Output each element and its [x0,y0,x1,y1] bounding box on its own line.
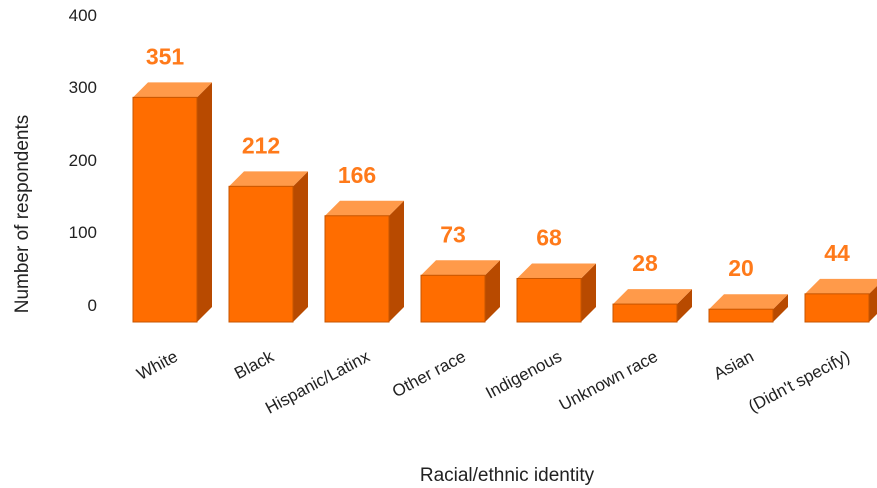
bar: 28 [612,250,692,323]
y-tick-label: 200 [69,151,97,170]
bar: 44 [804,240,877,323]
bar-value-label: 20 [728,255,754,281]
x-category-label: Black [231,347,277,384]
bar-side [677,289,692,322]
bar: 351 [132,43,212,323]
bar-value-label: 351 [146,43,185,69]
bar-top [325,200,404,216]
bar-front [612,303,678,323]
bar-front [516,277,582,323]
x-category-label: Hispanic/Latinx [262,347,373,418]
bar-side [581,263,596,322]
bar: 68 [516,224,596,323]
bar-value-label: 166 [338,162,376,188]
x-category-label: Indigenous [483,347,565,403]
bar: 212 [228,132,308,323]
bar-front [324,215,390,323]
bar-value-label: 44 [824,240,850,266]
bar-value-label: 68 [536,224,562,250]
x-category-label: Other race [389,347,469,401]
x-category-label: Asian [710,347,756,384]
bar-top [421,260,500,276]
bar-side [869,285,877,322]
y-axis-ticks: 0 100 200 300 400 [69,6,97,315]
bar-front [420,274,486,323]
bar-value-label: 28 [632,250,658,276]
bar-top [517,263,596,279]
bar-side [197,82,212,322]
bar-side [773,294,788,322]
bar-series: 351 212 166 73 68 28 20 44 [132,43,877,323]
y-tick-label: 400 [69,6,97,25]
y-axis-title: Number of respondents [12,115,33,314]
y-tick-label: 100 [69,223,97,242]
bar-front [708,308,774,323]
bar-front [132,96,198,323]
bar-top [133,82,212,98]
bar-side [485,260,500,322]
y-tick-label: 0 [88,296,97,315]
x-category-label: White [134,347,181,384]
bar-top [805,278,877,294]
y-tick-label: 300 [69,78,97,97]
bar-front [228,185,294,323]
bar-value-label: 73 [440,221,466,247]
bar-top [613,289,692,305]
bar-value-label: 212 [242,132,280,158]
x-category-label: Unknown race [556,347,661,415]
bar: 73 [420,221,500,323]
bar-side [293,171,308,322]
bar-side [389,200,404,322]
bar: 20 [708,255,788,323]
bar: 166 [324,162,404,323]
bar-top [229,171,308,187]
bar-top [709,294,788,310]
bar-front [804,293,870,323]
x-category-label: (Didn't specify) [745,347,853,416]
x-axis-title: Racial/ethnic identity [420,465,595,486]
